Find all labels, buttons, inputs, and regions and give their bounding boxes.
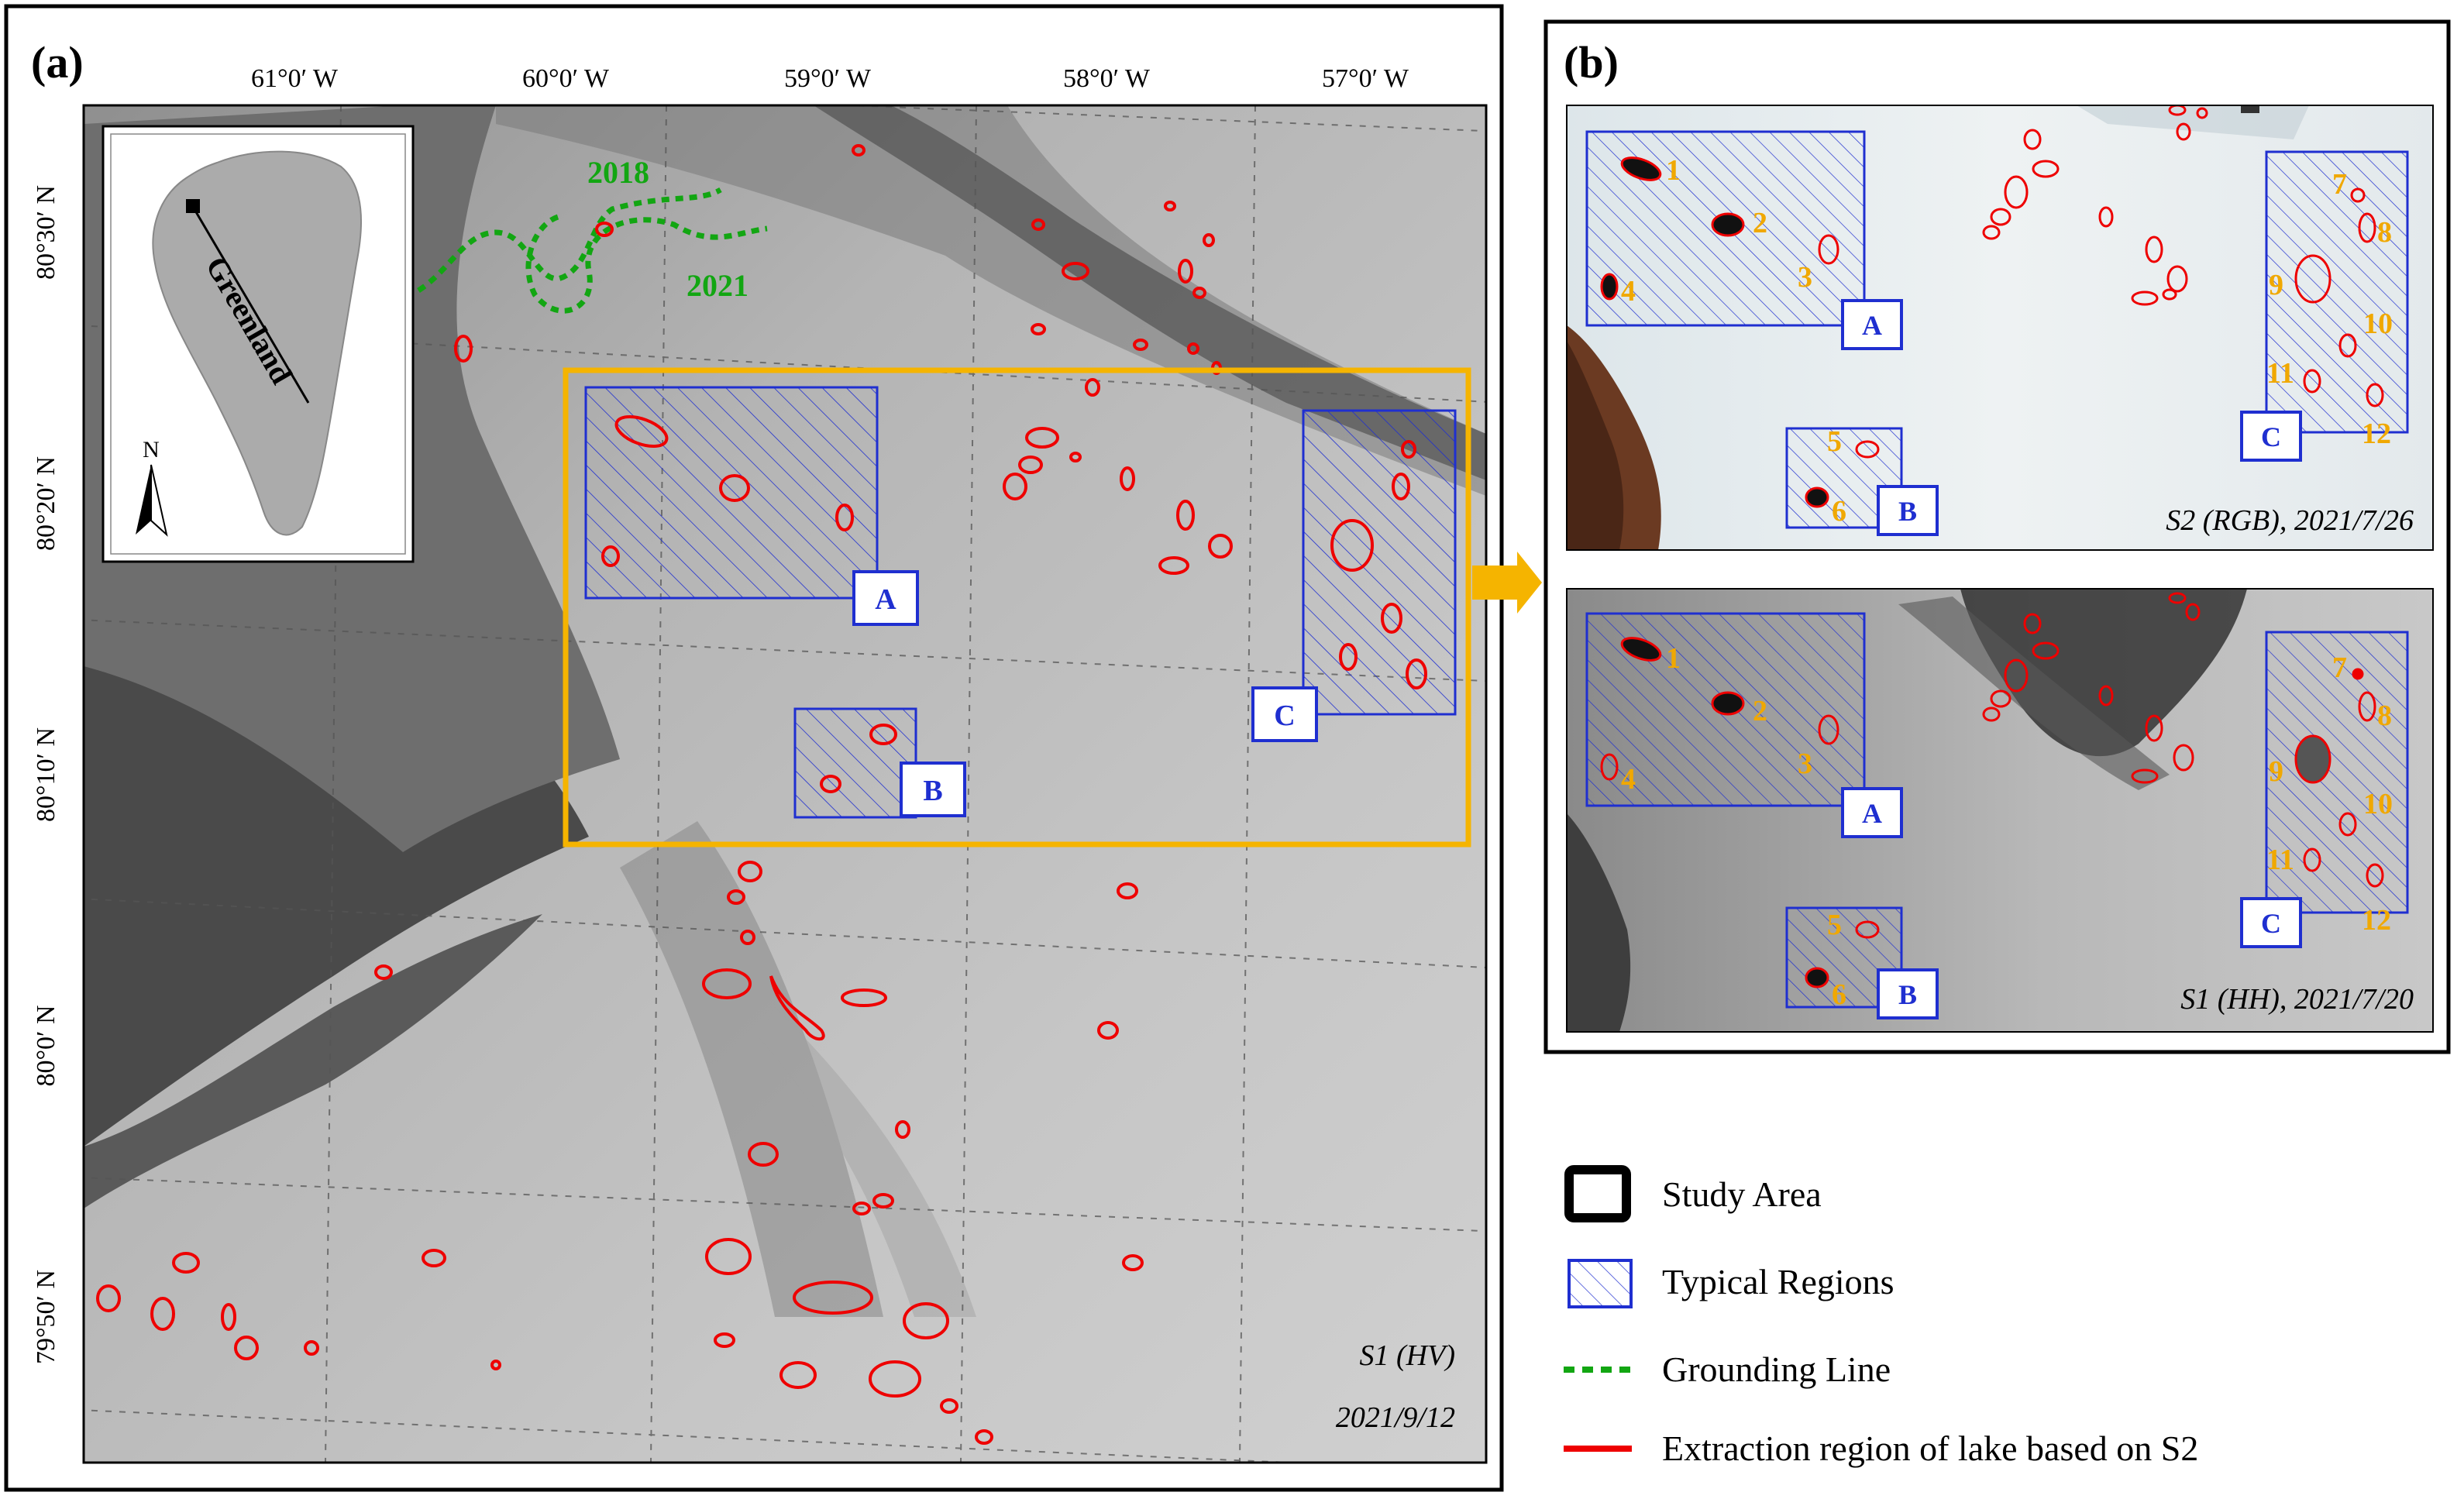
study-area-box <box>563 367 1471 847</box>
lake-number: 9 <box>2269 269 2283 301</box>
lon-label: 58°0′ W <box>1063 64 1151 93</box>
lon-label: 61°0′ W <box>251 64 339 93</box>
legend-item-typical-regions: Typical Regions <box>1568 1259 1894 1308</box>
legend-hatch-symbol <box>1568 1259 1633 1308</box>
b-top-region-a <box>1585 130 1866 327</box>
lake-number: 5 <box>1827 909 1842 941</box>
lake-number: 10 <box>2363 308 2393 340</box>
lake-number: 7 <box>2332 168 2347 201</box>
lake-number: 5 <box>1827 425 1842 458</box>
b-top-caption: S2 (RGB), 2021/7/26 <box>2166 504 2414 537</box>
typical-region-b <box>793 707 917 819</box>
legend-item-study-area: Study Area <box>1564 1165 1822 1222</box>
north-arrow-icon: N <box>136 437 168 537</box>
legend-label: Grounding Line <box>1662 1349 1891 1389</box>
panel-a-label: (a) <box>31 37 84 88</box>
grounding-line-2021 <box>525 214 768 314</box>
panel-b-label: (b) <box>1564 37 1619 88</box>
lake-number: 2 <box>1753 207 1767 239</box>
lat-label: 79°50′ N <box>32 1270 60 1364</box>
grounding-line-2018 <box>417 187 722 293</box>
legend-label: Study Area <box>1662 1174 1822 1214</box>
lake-number: 8 <box>2377 216 2392 249</box>
lake-numbers-bottom: 1 2 3 4 5 6 7 8 9 10 11 12 <box>1621 642 2393 1011</box>
lake-numbers-top: 1 2 3 4 5 6 7 8 9 10 11 12 <box>1621 154 2393 528</box>
region-label-boxes-a: A B C <box>852 570 1318 817</box>
panel-b-region-labels: A B C A B C <box>1841 299 2302 1019</box>
legend-study-area-symbol <box>1564 1165 1631 1222</box>
legend: Study Area Typical Regions Grounding Lin… <box>1564 1165 2198 1468</box>
grounding-year-2021: 2021 <box>687 268 748 303</box>
lat-label: 80°0′ N <box>32 1005 60 1086</box>
panel-a: Greenland N (a) 61°0′ W 60°0′ W 59°0′ W … <box>4 4 1542 1492</box>
typical-region-a <box>584 386 879 600</box>
lake-number: 1 <box>1666 642 1681 675</box>
b-top-region-c <box>2265 150 2409 434</box>
b-region-label-c: C <box>2261 421 2281 452</box>
lake-number: 6 <box>1832 978 1846 1011</box>
lake-number: 4 <box>1621 763 1636 796</box>
lat-label: 80°20′ N <box>32 456 60 551</box>
lake-number: 12 <box>2362 904 2391 937</box>
lake-number: 3 <box>1798 261 1812 294</box>
lat-label: 80°10′ N <box>32 727 60 822</box>
b-region-label-c: C <box>2261 908 2281 939</box>
lake-number: 6 <box>1832 495 1846 528</box>
lat-label: 80°30′ N <box>32 185 60 280</box>
longitude-labels: 61°0′ W 60°0′ W 59°0′ W 58°0′ W 57°0′ W <box>251 64 1409 93</box>
lon-label: 59°0′ W <box>784 64 872 93</box>
b-bottom-caption: S1 (HH), 2021/7/20 <box>2180 983 2414 1016</box>
panel-a-date: 2021/9/12 <box>1336 1401 1455 1434</box>
region-label-b: B <box>923 775 942 807</box>
grounding-year-2018: 2018 <box>587 155 649 190</box>
lake-number: 2 <box>1753 695 1767 727</box>
b-region-label-a: A <box>1862 310 1882 341</box>
legend-label: Typical Regions <box>1662 1262 1894 1301</box>
lake-number: 12 <box>2362 418 2391 450</box>
lon-label: 57°0′ W <box>1322 64 1409 93</box>
inset-location-marker <box>186 199 200 213</box>
typical-region-c <box>1302 409 1457 716</box>
legend-item-grounding-line: Grounding Line <box>1564 1349 1891 1389</box>
panel-b: (b) <box>1543 19 2451 1054</box>
b-bottom-region-a <box>1585 612 1866 807</box>
lake-number: 10 <box>2363 788 2393 820</box>
lon-label: 60°0′ W <box>522 64 610 93</box>
panel-a-sensor: S1 (HV) <box>1360 1339 1455 1372</box>
lake-number: 11 <box>2266 844 2294 876</box>
region-label-c: C <box>1274 700 1295 732</box>
panel-b-top-s2: S2 (RGB), 2021/7/26 <box>1566 105 2434 551</box>
greenland-inset: Greenland N <box>102 125 415 563</box>
b-region-label-b: B <box>1898 979 1917 1010</box>
lake-number: 11 <box>2266 357 2294 390</box>
panel-b-bottom-s1: S1 (HH), 2021/7/20 <box>1566 588 2434 1033</box>
legend-label: Extraction region of lake based on S2 <box>1662 1429 2198 1468</box>
b-region-label-b: B <box>1898 496 1917 527</box>
lake-number: 7 <box>2332 652 2347 684</box>
north-label: N <box>143 437 160 462</box>
b-bottom-region-c <box>2265 631 2409 914</box>
lake-number: 3 <box>1798 748 1812 780</box>
latitude-labels: 80°30′ N 80°20′ N 80°10′ N 80°0′ N 79°50… <box>32 185 60 1364</box>
lake-number: 9 <box>2269 755 2283 788</box>
lake-number: 4 <box>1621 275 1636 308</box>
arrow-to-panel-b-icon <box>1472 552 1542 614</box>
lake-number: 1 <box>1666 154 1681 187</box>
b-region-label-a: A <box>1862 798 1882 829</box>
legend-item-lake-extraction: Extraction region of lake based on S2 <box>1564 1429 2198 1468</box>
region-label-a: A <box>875 583 896 616</box>
lake-number: 8 <box>2377 700 2392 732</box>
